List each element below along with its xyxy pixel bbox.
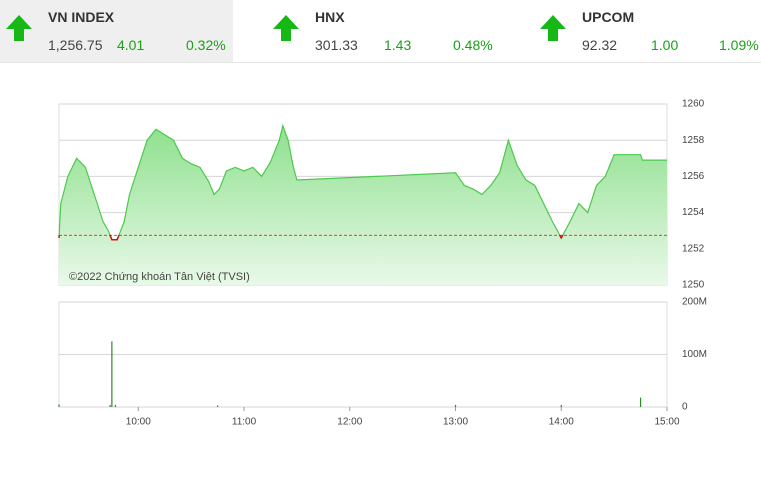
up-arrow bbox=[273, 15, 299, 41]
x-tick-label: 15:00 bbox=[654, 417, 679, 428]
index-value: 1,256.75 bbox=[48, 37, 103, 53]
index-value: 301.33 bbox=[315, 37, 358, 53]
index-name: UPCOM bbox=[582, 9, 635, 25]
y-tick-label: 1258 bbox=[682, 135, 705, 146]
volume-bar bbox=[114, 404, 116, 407]
volume-bar bbox=[639, 397, 642, 407]
volume-bar bbox=[217, 405, 219, 407]
index-cell[interactable]: UPCOM 92.32 1.00 1.09% bbox=[534, 0, 761, 62]
y-tick-label: 1256 bbox=[682, 171, 705, 182]
index-change: 1.43 bbox=[384, 37, 412, 53]
x-tick-label: 10:00 bbox=[126, 417, 151, 428]
x-tick-label: 14:00 bbox=[549, 417, 574, 428]
index-cell[interactable]: VN INDEX 1,256.75 4.01 0.32% bbox=[0, 0, 233, 62]
x-tick-label: 11:00 bbox=[232, 417, 257, 428]
chart: 1250 1252 1254 1256 1258 1260 ©2022 Chứng khoá… bbox=[58, 99, 707, 428]
volume-bar bbox=[560, 404, 562, 407]
y-tick-label: 200M bbox=[682, 297, 707, 308]
up-arrow bbox=[540, 15, 566, 41]
index-percent: 0.32% bbox=[186, 37, 226, 53]
index-name: VN INDEX bbox=[48, 9, 115, 25]
y-tick-label: 1252 bbox=[682, 243, 705, 254]
volume-bar bbox=[58, 404, 60, 407]
index-value: 92.32 bbox=[582, 37, 618, 53]
y-tick-label: 100M bbox=[682, 349, 707, 360]
area bbox=[59, 125, 667, 285]
index-cell[interactable]: HNX 301.33 1.43 0.48% bbox=[267, 0, 500, 62]
up-arrow bbox=[6, 15, 32, 41]
volume-bar bbox=[454, 404, 457, 407]
y-tick-label: 0 bbox=[682, 402, 688, 413]
index-change: 1.00 bbox=[651, 37, 679, 53]
index-name: HNX bbox=[315, 9, 345, 25]
price-line-below bbox=[58, 235, 564, 241]
x-tick-label: 13:00 bbox=[443, 417, 468, 428]
index-change: 4.01 bbox=[117, 37, 145, 53]
index-header: VN INDEX 1,256.75 4.01 0.32% HNX 301.33 … bbox=[0, 0, 761, 63]
index-percent: 0.48% bbox=[453, 37, 493, 53]
y-tick-label: 1260 bbox=[682, 99, 705, 110]
page: VN INDEX 1,256.75 4.01 0.32% HNX 301.33 … bbox=[0, 0, 761, 428]
x-tick-label: 12:00 bbox=[337, 417, 362, 428]
copyright: ©2022 Chứng khoán Tân Việt (TVSI) bbox=[69, 271, 250, 283]
index-percent: 1.09% bbox=[719, 37, 759, 53]
y-tick-label: 1254 bbox=[682, 207, 705, 218]
y-tick-label: 1250 bbox=[682, 280, 705, 291]
volume-bar bbox=[111, 341, 113, 407]
volume-bar bbox=[109, 404, 111, 407]
